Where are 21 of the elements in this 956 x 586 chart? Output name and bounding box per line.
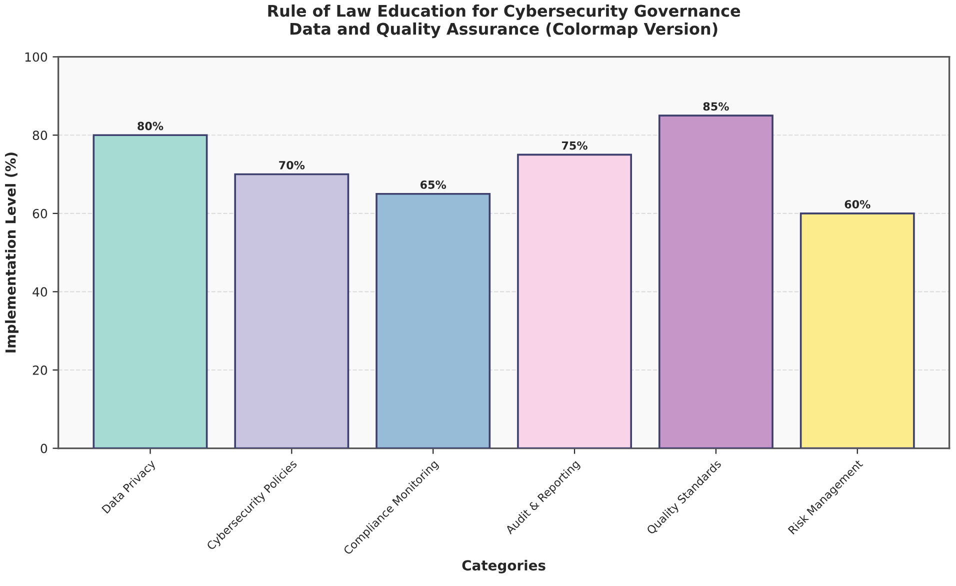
data-label: 75% (562, 141, 588, 150)
data-label: 85% (703, 102, 729, 111)
data-label: 70% (279, 160, 305, 170)
data-label: 65% (420, 180, 446, 189)
chart-title: Rule of Law Education for Cybersecurity Governance Data and Quality Assurance (Colormap Version) (268, 4, 740, 38)
y-tick-label: 100 (25, 52, 48, 62)
y-tick-label: 60 (32, 208, 48, 218)
x-axis-title: Categories (462, 560, 546, 574)
bar (376, 192, 491, 448)
y-axis-title: Implementation Level (%) (5, 152, 18, 352)
bar (234, 173, 350, 448)
y-tick-label: 0 (40, 444, 48, 454)
bar (658, 114, 774, 448)
data-label: 80% (138, 122, 164, 130)
bar (800, 212, 915, 448)
bar (92, 134, 208, 448)
y-tick-label: 20 (32, 365, 48, 375)
y-tick-label: 40 (32, 287, 48, 297)
bar (517, 154, 632, 448)
y-tick-label: 80 (32, 130, 48, 140)
data-label: 60% (844, 200, 870, 208)
